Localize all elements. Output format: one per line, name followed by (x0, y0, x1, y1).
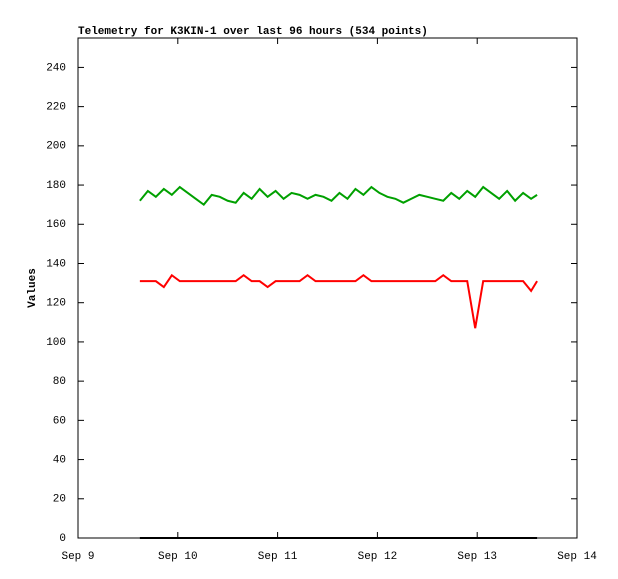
chart-title: Telemetry for K3KIN-1 over last 96 hours… (78, 26, 428, 38)
y-tick-label: 20 (53, 494, 66, 506)
y-axis-label: Values (27, 268, 39, 308)
y-tick-label: 180 (46, 180, 66, 192)
plot-frame (77, 37, 578, 539)
x-tick-label: Sep 11 (258, 551, 298, 563)
y-tick-label: 160 (46, 219, 66, 231)
y-tick-label: 40 (53, 454, 66, 466)
y-tick-label: 140 (46, 258, 66, 270)
y-tick-label: 80 (53, 376, 66, 388)
y-tick-label: 220 (46, 102, 66, 114)
y-tick-label: 60 (53, 415, 66, 427)
y-tick-label: 100 (46, 337, 66, 349)
x-tick-label: Sep 10 (158, 551, 198, 563)
y-tick-label: 200 (46, 141, 66, 153)
x-tick-label: Sep 12 (358, 551, 398, 563)
y-tick-label: 120 (46, 298, 66, 310)
y-tick-label: 0 (59, 533, 66, 545)
series-line (139, 273, 538, 329)
x-tick-label: Sep 13 (457, 551, 497, 563)
x-tick-label: Sep 9 (61, 551, 94, 563)
series-line (139, 185, 538, 207)
x-tick-label: Sep 14 (557, 551, 597, 563)
y-tick-label: 240 (46, 62, 66, 74)
